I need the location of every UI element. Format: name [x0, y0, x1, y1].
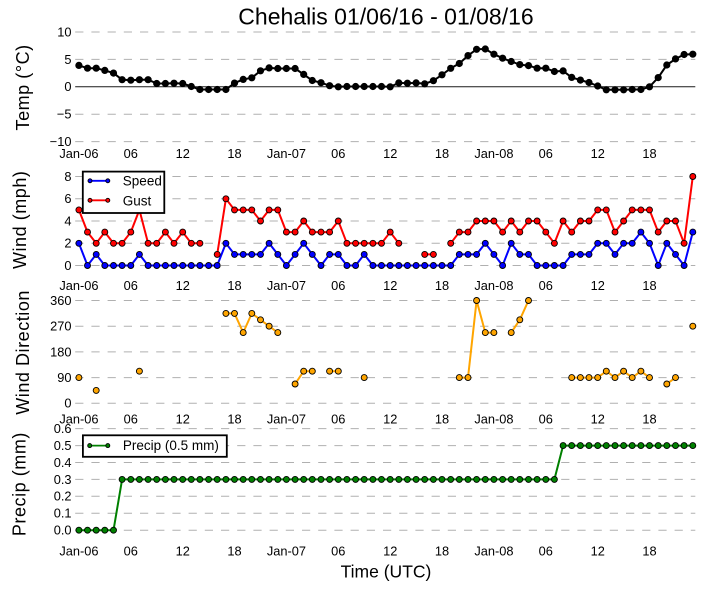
svg-text:0: 0	[64, 396, 71, 411]
svg-text:90: 90	[57, 370, 71, 385]
svg-text:06: 06	[124, 544, 138, 559]
svg-text:06: 06	[331, 544, 345, 559]
svg-text:180: 180	[50, 344, 71, 359]
svg-text:18: 18	[642, 544, 656, 559]
svg-text:12: 12	[383, 411, 397, 426]
svg-text:12: 12	[591, 544, 605, 559]
svg-text:12: 12	[383, 544, 397, 559]
svg-text:Jan-06: Jan-06	[59, 411, 98, 426]
svg-text:06: 06	[331, 278, 345, 293]
svg-text:Wind Direction: Wind Direction	[13, 290, 33, 415]
svg-text:0.3: 0.3	[54, 472, 72, 487]
svg-text:Jan-06: Jan-06	[59, 278, 98, 293]
svg-text:06: 06	[331, 146, 345, 161]
svg-text:0.0: 0.0	[54, 523, 72, 538]
svg-text:−10: −10	[50, 134, 72, 149]
svg-text:8: 8	[64, 169, 71, 184]
svg-text:0.5: 0.5	[54, 438, 72, 453]
svg-text:0: 0	[64, 258, 71, 273]
svg-text:Speed: Speed	[123, 174, 162, 189]
svg-text:6: 6	[64, 191, 71, 206]
svg-text:18: 18	[227, 278, 241, 293]
svg-text:Jan-08: Jan-08	[474, 146, 513, 161]
svg-text:10: 10	[57, 24, 71, 39]
svg-text:Jan-08: Jan-08	[474, 544, 513, 559]
svg-text:06: 06	[539, 411, 553, 426]
svg-text:06: 06	[331, 411, 345, 426]
svg-text:18: 18	[227, 411, 241, 426]
svg-text:12: 12	[176, 544, 190, 559]
svg-text:12: 12	[591, 146, 605, 161]
svg-text:06: 06	[124, 411, 138, 426]
svg-text:18: 18	[435, 411, 449, 426]
svg-text:2: 2	[64, 236, 71, 251]
svg-text:18: 18	[227, 544, 241, 559]
svg-text:Jan-08: Jan-08	[474, 278, 513, 293]
svg-text:Wind (mph): Wind (mph)	[10, 171, 30, 270]
svg-text:Temp (°C): Temp (°C)	[13, 44, 33, 130]
svg-text:Precip (0.5 mm): Precip (0.5 mm)	[123, 438, 219, 453]
svg-text:12: 12	[591, 411, 605, 426]
svg-text:Jan-06: Jan-06	[59, 146, 98, 161]
svg-text:−5: −5	[57, 107, 72, 122]
svg-text:18: 18	[227, 146, 241, 161]
svg-text:5: 5	[64, 52, 71, 67]
svg-text:0.6: 0.6	[54, 421, 72, 436]
svg-text:Jan-07: Jan-07	[267, 411, 306, 426]
svg-text:12: 12	[591, 278, 605, 293]
svg-text:18: 18	[435, 544, 449, 559]
svg-text:0.4: 0.4	[54, 455, 72, 470]
svg-text:06: 06	[124, 146, 138, 161]
svg-text:12: 12	[176, 278, 190, 293]
svg-text:Time (UTC): Time (UTC)	[341, 562, 432, 582]
svg-text:18: 18	[642, 411, 656, 426]
svg-text:4: 4	[64, 213, 71, 228]
svg-text:12: 12	[383, 146, 397, 161]
svg-text:12: 12	[176, 411, 190, 426]
svg-text:Gust: Gust	[123, 193, 152, 208]
svg-text:Jan-07: Jan-07	[267, 278, 306, 293]
svg-text:Jan-06: Jan-06	[59, 544, 98, 559]
svg-text:0.2: 0.2	[54, 489, 72, 504]
svg-text:Precip (mm): Precip (mm)	[10, 432, 30, 536]
svg-text:18: 18	[435, 278, 449, 293]
svg-text:0.1: 0.1	[54, 506, 72, 521]
svg-text:18: 18	[642, 146, 656, 161]
svg-text:270: 270	[50, 319, 71, 334]
svg-text:Jan-07: Jan-07	[267, 544, 306, 559]
svg-text:18: 18	[642, 278, 656, 293]
svg-text:Jan-07: Jan-07	[267, 146, 306, 161]
svg-text:06: 06	[539, 544, 553, 559]
svg-text:12: 12	[176, 146, 190, 161]
svg-text:Jan-08: Jan-08	[474, 411, 513, 426]
svg-text:0: 0	[64, 79, 71, 94]
svg-text:Chehalis 01/06/16 - 01/08/16: Chehalis 01/06/16 - 01/08/16	[238, 4, 533, 30]
svg-text:18: 18	[435, 146, 449, 161]
svg-text:06: 06	[124, 278, 138, 293]
svg-text:360: 360	[50, 293, 71, 308]
svg-text:06: 06	[539, 278, 553, 293]
svg-text:06: 06	[539, 146, 553, 161]
svg-text:12: 12	[383, 278, 397, 293]
